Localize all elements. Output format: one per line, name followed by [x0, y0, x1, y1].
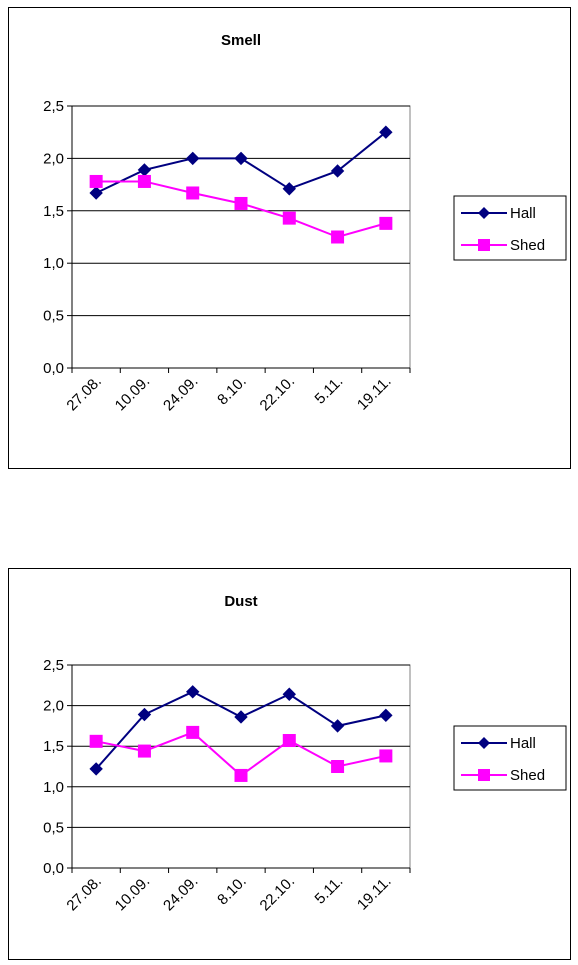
data-point-hall — [234, 710, 248, 724]
data-point-hall — [282, 687, 296, 701]
y-tick-label: 2,0 — [43, 698, 64, 715]
data-point-shed — [331, 230, 345, 244]
x-tick-label: 10.09. — [112, 873, 154, 915]
data-point-shed — [89, 734, 103, 748]
plot-area — [71, 105, 411, 369]
smell-chart-svg: Smell 0,0 0,5 1,0 1,5 2,0 2,5 27.08. 10.09. 24.09… — [43, 32, 567, 415]
data-point-hall — [282, 182, 296, 196]
x-tick-label: 24.09. — [160, 373, 202, 415]
data-point-shed — [137, 174, 151, 188]
x-tick-label: 22.10. — [257, 873, 299, 915]
data-point-shed — [186, 186, 200, 200]
legend-label-shed: Shed — [510, 237, 545, 254]
x-tick-label: 8.10. — [214, 873, 250, 909]
y-tick-label: 0,0 — [43, 860, 64, 877]
y-tick-label: 0,5 — [43, 308, 64, 325]
plot-area — [71, 664, 411, 869]
legend-label-shed: Shed — [510, 767, 545, 784]
data-point-hall — [89, 762, 103, 776]
y-tick-label: 1,5 — [43, 203, 64, 220]
smell-chart: Smell 0,0 0,5 1,0 1,5 2,0 2,5 27.08. 10.09. 24.09… — [8, 7, 571, 469]
data-point-shed — [282, 211, 296, 225]
x-tick-label: 22.10. — [257, 373, 299, 415]
data-point-hall — [330, 719, 345, 733]
data-point-shed — [89, 174, 103, 188]
data-point-hall — [137, 163, 152, 177]
dust-chart-svg: Dust 0,0 0,5 1,0 1,5 2,0 2,5 27.08. 10.09. 24.09.… — [43, 593, 567, 915]
x-tick-label: 19.11. — [354, 873, 395, 914]
data-point-hall — [186, 151, 200, 166]
x-tick-label: 8.10. — [214, 373, 250, 409]
y-tick-label: 1,0 — [43, 779, 64, 796]
y-tick-label: 1,0 — [43, 255, 64, 272]
data-point-shed — [186, 725, 200, 739]
legend-marker-hall — [478, 207, 490, 219]
y-tick-label: 0,0 — [43, 360, 64, 377]
x-tick-label: 27.08. — [63, 873, 105, 915]
dust-chart: Dust 0,0 0,5 1,0 1,5 2,0 2,5 27.08. 10.09. 24.09.… — [8, 568, 571, 960]
legend-box — [453, 725, 567, 791]
x-tick-label: 27.08. — [63, 373, 105, 415]
data-point-hall — [186, 685, 200, 699]
chart-title: Smell — [221, 32, 261, 49]
legend-marker-hall — [478, 737, 490, 749]
x-tick-label: 5.11. — [312, 873, 347, 908]
data-point-hall — [330, 164, 345, 178]
data-point-hall — [234, 151, 248, 166]
legend-marker-shed — [478, 769, 490, 781]
y-tick-label: 2,5 — [43, 657, 64, 674]
data-point-shed — [234, 196, 248, 210]
data-point-hall — [137, 707, 152, 722]
data-point-shed — [379, 216, 393, 230]
data-point-shed — [234, 768, 248, 782]
y-tick-label: 2,5 — [43, 98, 64, 115]
data-point-shed — [137, 744, 151, 758]
legend-box — [453, 195, 567, 261]
data-point-hall — [379, 708, 393, 723]
data-point-hall — [89, 186, 103, 200]
x-tick-label: 24.09. — [160, 873, 202, 915]
x-tick-label: 19.11. — [354, 373, 395, 414]
data-point-shed — [379, 749, 393, 763]
chart-title: Dust — [224, 593, 257, 610]
legend-label-hall: Hall — [510, 205, 536, 222]
x-tick-label: 10.09. — [112, 373, 154, 415]
data-point-shed — [331, 760, 345, 773]
legend-marker-shed — [478, 239, 490, 251]
data-point-shed — [282, 734, 296, 748]
y-tick-label: 0,5 — [43, 819, 64, 836]
x-tick-label: 5.11. — [312, 373, 347, 408]
y-tick-label: 1,5 — [43, 738, 64, 755]
data-point-hall — [379, 125, 393, 139]
y-tick-label: 2,0 — [43, 150, 64, 167]
legend-label-hall: Hall — [510, 735, 536, 752]
